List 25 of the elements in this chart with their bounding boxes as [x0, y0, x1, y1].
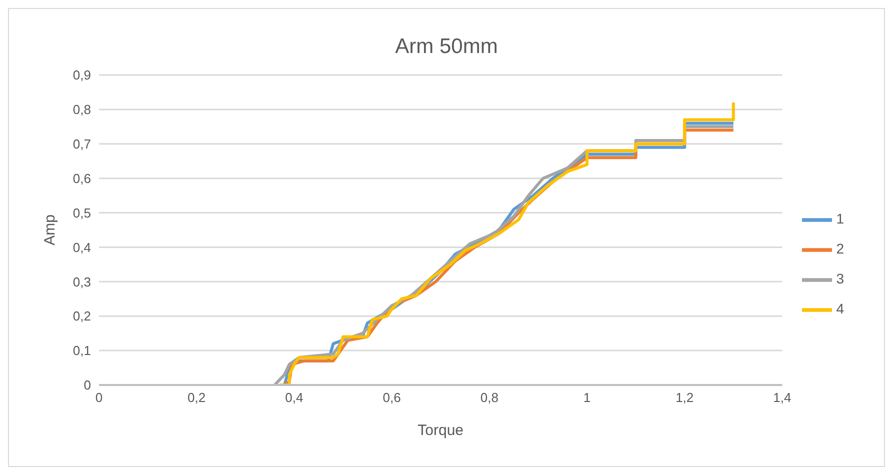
- x-tick-label: 0,6: [382, 390, 401, 406]
- x-tick-label: 1,4: [773, 390, 792, 406]
- y-tick-label: 0,5: [72, 205, 91, 220]
- y-axis-title: Amp: [41, 214, 58, 246]
- x-axis-title: Torque: [418, 422, 464, 439]
- x-tick-label: 0,2: [188, 390, 206, 406]
- y-tick-label: 0,8: [72, 102, 91, 118]
- x-tick-label: 0: [95, 390, 103, 406]
- y-tick-label: 0,2: [72, 308, 91, 324]
- legend-label: 1: [836, 210, 844, 227]
- y-tick-label: 0,7: [72, 136, 91, 152]
- legend-label: 4: [836, 300, 844, 317]
- legend-label: 2: [836, 240, 844, 257]
- x-tick-label: 0,4: [285, 390, 304, 406]
- y-tick-label: 0,4: [72, 240, 91, 255]
- y-tick-label: 0,6: [72, 170, 91, 186]
- y-tick-label: 0: [84, 378, 91, 393]
- x-tick-label: 1: [583, 390, 591, 406]
- legend-label: 3: [836, 270, 844, 287]
- y-tick-label: 0,1: [72, 343, 91, 358]
- y-tick-label: 0,3: [72, 274, 91, 290]
- chart-title: Arm 50mm: [394, 34, 499, 60]
- x-tick-label: 1,2: [676, 390, 694, 406]
- x-tick-label: 0,8: [480, 390, 498, 406]
- y-tick-label: 0,9: [72, 68, 91, 83]
